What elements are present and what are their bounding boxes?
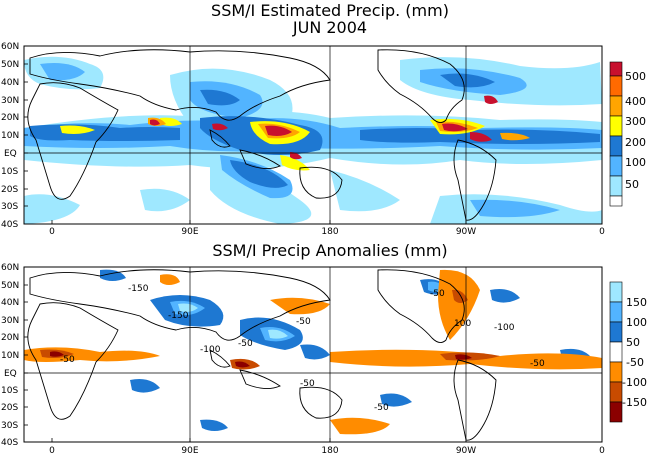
contour-label: -50 <box>530 359 545 369</box>
panel2-anomaly-field <box>24 269 602 441</box>
lat-label: 50N <box>1 60 19 70</box>
colorbar-label: 400 <box>625 95 646 108</box>
lat-label: 20S <box>1 403 18 413</box>
lat-label: 40N <box>1 298 19 308</box>
lat-label: 20N <box>1 113 19 123</box>
lon-label: 90E <box>181 227 198 237</box>
contour-label: -150 <box>168 311 189 321</box>
contour-label: -150 <box>128 284 149 294</box>
panel1-map <box>23 45 603 225</box>
lon-label: 0 <box>49 227 55 237</box>
panel2-title: SSM/I Precip Anomalies (mm) <box>212 241 447 260</box>
contour-label: -50 <box>430 289 445 299</box>
panel2-colorbar: 150 100 50 -50 -100 -150 <box>609 281 647 423</box>
lat-label: 10S <box>1 167 18 177</box>
contour-label: 100 <box>454 319 471 329</box>
colorbar-label: -50 <box>626 356 644 369</box>
panel1-lat-labels: 60N 50N 40N 30N 20N 10N EQ 10S 20S 30S 4… <box>1 42 19 230</box>
lat-label: EQ <box>4 149 17 159</box>
lat-label: 10S <box>1 386 18 396</box>
lat-label: 60N <box>1 42 19 52</box>
lat-label: 30N <box>1 316 19 326</box>
colorbar-label: 100 <box>625 156 646 169</box>
lat-label: 30S <box>1 421 18 431</box>
lon-label: 0 <box>599 446 605 456</box>
panel2-lat-labels: 60N 50N 40N 30N 20N 10N EQ 10S 20S 30S 4… <box>1 263 19 448</box>
contour-label: -100 <box>200 345 221 355</box>
contour-label: -50 <box>296 317 311 327</box>
lat-label: EQ <box>4 369 17 379</box>
contour-label: -50 <box>60 355 75 365</box>
lon-label: 180 <box>321 227 338 237</box>
lat-label: 40S <box>1 438 18 448</box>
lon-label: 90W <box>456 446 476 456</box>
colorbar-label: 300 <box>625 115 646 128</box>
lat-label: 20N <box>1 333 19 343</box>
lat-label: 10N <box>1 351 19 361</box>
panel1-lon-labels: 0 90E 180 90W 0 <box>49 227 605 237</box>
lat-label: 30N <box>1 96 19 106</box>
lon-label: 90W <box>456 227 476 237</box>
panel2-contour-labels: -150 -150 -100 -50 -50 100 -100 -50 -50 … <box>60 284 545 413</box>
lat-label: 40N <box>1 78 19 88</box>
panel1-title: SSM/I Estimated Precip. (mm) <box>211 1 449 20</box>
contour-label: -50 <box>238 339 253 349</box>
colorbar-label: -150 <box>622 396 647 409</box>
contour-label: -50 <box>374 403 389 413</box>
panel2-map: -150 -150 -100 -50 -50 100 -100 -50 -50 … <box>23 266 603 443</box>
colorbar-label: 100 <box>626 316 647 329</box>
lat-label: 20S <box>1 185 18 195</box>
colorbar-label: 200 <box>625 136 646 149</box>
panel2-lon-labels: 0 90E 180 90W 0 <box>49 446 605 456</box>
colorbar-label: 50 <box>626 336 640 349</box>
lon-label: 0 <box>599 227 605 237</box>
lat-label: 30S <box>1 202 18 212</box>
lon-label: 90E <box>181 446 198 456</box>
panel1-colorbar: 500 400 300 200 100 50 <box>609 61 646 207</box>
lat-label: 10N <box>1 131 19 141</box>
contour-label: -50 <box>300 379 315 389</box>
colorbar-label: 500 <box>625 70 646 83</box>
lat-label: 50N <box>1 281 19 291</box>
colorbar-label: 150 <box>626 296 647 309</box>
colorbar-label: 50 <box>625 178 639 191</box>
lon-label: 180 <box>321 446 338 456</box>
lon-label: 0 <box>49 446 55 456</box>
lat-label: 60N <box>1 263 19 273</box>
contour-label: -100 <box>494 323 515 333</box>
lat-label: 40S <box>1 220 18 230</box>
colorbar-label: -100 <box>622 376 647 389</box>
panel1-subtitle: JUN 2004 <box>292 18 367 37</box>
panel1-precip-field <box>24 49 602 224</box>
